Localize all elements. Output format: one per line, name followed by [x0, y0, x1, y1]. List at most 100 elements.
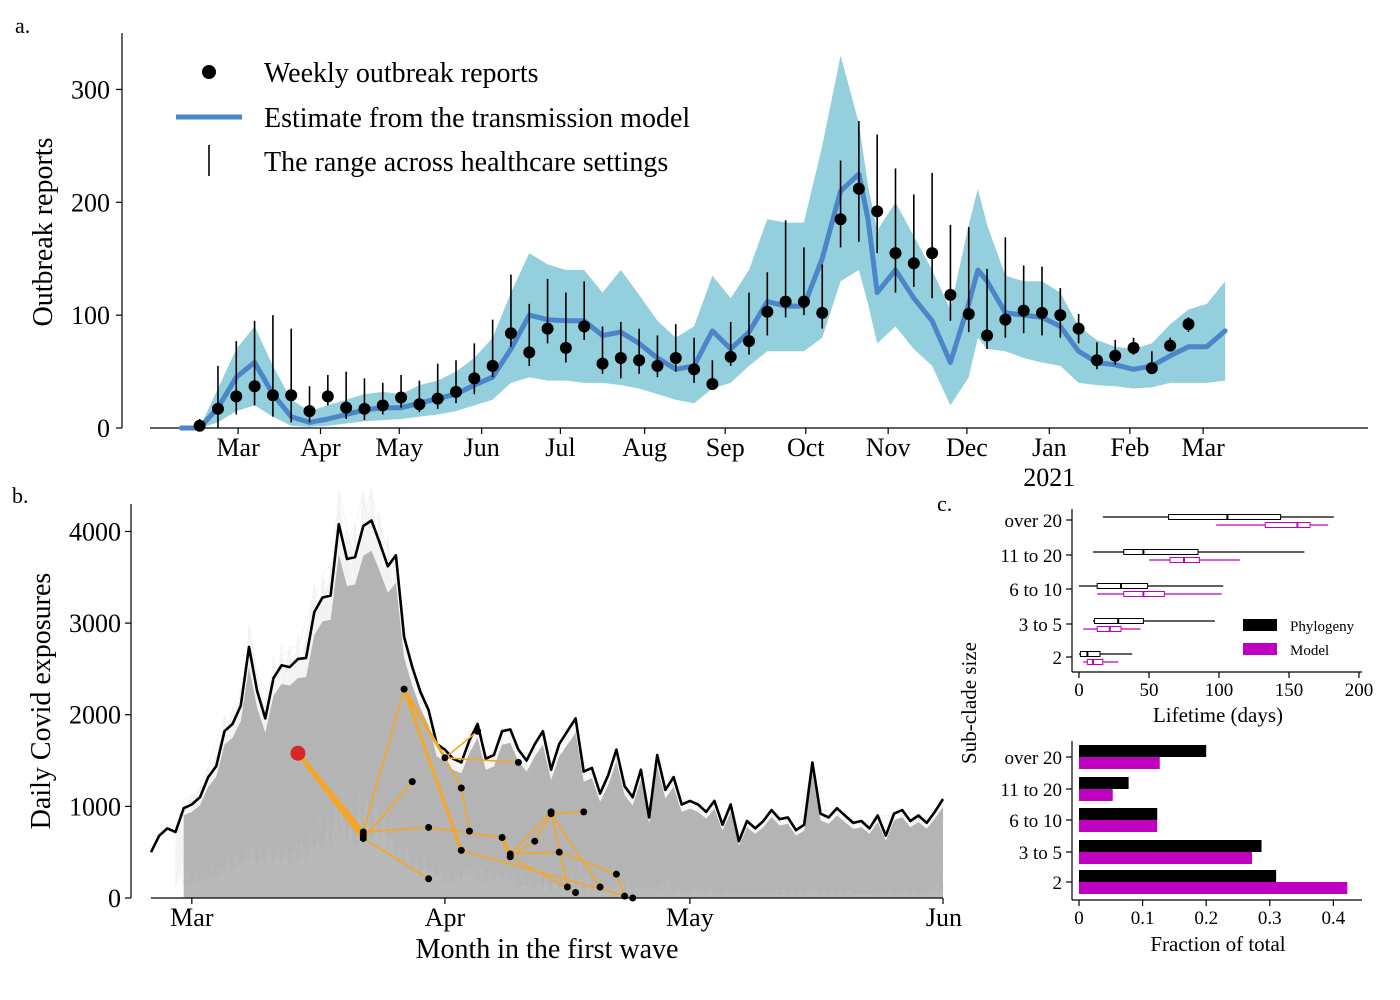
transmission-tree-edge — [402, 688, 463, 851]
transmission-tree-edge — [296, 751, 365, 837]
outbreak-point — [248, 380, 261, 393]
x-tick-label: Dec — [946, 433, 988, 462]
y-tick-label: 3000 — [69, 609, 121, 638]
x-tick-label: Jul — [545, 433, 575, 462]
x-axis-label: Lifetime (days) — [1153, 703, 1283, 727]
y-axis-label: Daily Covid exposures — [26, 573, 57, 830]
panel-c-fraction-bars: 2 3 to 5 6 to 10 11 to 20 over 20 0 0.1 0.2 0.3 0… — [1000, 741, 1362, 956]
transmission-tree-node — [465, 827, 473, 835]
outbreak-point — [358, 402, 371, 415]
x-tick-label: Mar — [216, 433, 260, 462]
y-tick-label: 0 — [108, 884, 121, 913]
transmission-tree-node — [580, 808, 588, 816]
outbreak-point — [889, 247, 902, 260]
legend-swatch-model — [1243, 643, 1277, 655]
outbreak-point — [614, 352, 627, 365]
transmission-tree-edge — [362, 837, 430, 880]
outbreak-point — [1109, 349, 1122, 362]
x-tick-label: 0 — [1074, 908, 1084, 929]
legend-swatch-phylogeny — [1243, 619, 1277, 631]
outbreak-point — [431, 392, 444, 405]
outbreak-point — [1035, 306, 1048, 319]
outbreak-point — [578, 320, 591, 333]
transmission-tree-node — [400, 685, 408, 693]
x-tick-label: 0.1 — [1131, 908, 1155, 929]
outbreak-point — [504, 327, 517, 340]
transmission-tree-edge — [428, 826, 503, 839]
outbreak-point — [669, 352, 682, 365]
x-tick-label: Sep — [706, 433, 745, 462]
transmission-tree-node — [498, 834, 506, 842]
x-tick-label: Apr — [300, 433, 341, 462]
y-tick-label: 6 to 10 — [1009, 580, 1062, 601]
outbreak-point — [743, 335, 755, 348]
outbreak-point — [926, 247, 939, 260]
outbreak-point — [907, 257, 920, 270]
x-tick-label: Oct — [787, 433, 825, 462]
outbreak-point — [395, 391, 408, 404]
y-tick-label: 100 — [71, 301, 110, 330]
y-tick-label: 200 — [71, 188, 110, 217]
outbreak-point — [852, 182, 865, 195]
panel-b-exposures-chart: 0 1000 2000 3000 4000 Mar Apr May Jun Month in th… — [26, 486, 962, 965]
bar — [1079, 882, 1348, 894]
transmission-tree-node — [441, 754, 449, 762]
box-iqr — [1086, 659, 1104, 665]
x-tick-label: 150 — [1275, 680, 1304, 701]
transmission-tree-edge — [363, 826, 429, 833]
transmission-tree-node — [359, 832, 367, 840]
bar — [1079, 789, 1113, 801]
x-tick-label: Mar — [1181, 433, 1225, 462]
x-tick-label: Feb — [1110, 433, 1149, 462]
outbreak-point — [761, 305, 774, 318]
y-tick-label: 11 to 20 — [1000, 780, 1062, 801]
transmission-tree-edge — [615, 873, 626, 897]
outbreak-point — [1072, 322, 1085, 335]
origin-node — [290, 745, 306, 761]
outbreak-point — [303, 405, 316, 418]
transmission-tree-edge — [550, 813, 601, 888]
y-tick-label: 3 to 5 — [1019, 843, 1062, 864]
outbreak-point — [1182, 318, 1195, 331]
x-tick-label: May — [666, 903, 714, 932]
box-iqr — [1096, 583, 1149, 589]
x-tick-label: Aug — [622, 433, 667, 462]
x-tick-label: Apr — [425, 903, 466, 932]
transmission-tree-node — [547, 810, 555, 818]
outbreak-point — [193, 419, 206, 432]
outbreak-point — [797, 295, 810, 308]
y-tick-label: over 20 — [1004, 748, 1062, 769]
y-tick-label: 2 — [1053, 873, 1063, 894]
legend-label: Estimate from the transmission model — [264, 103, 690, 134]
transmission-tree-edge — [510, 851, 560, 855]
outbreak-point — [559, 341, 572, 354]
outbreak-point — [633, 354, 646, 367]
legend-label: Phylogeny — [1290, 619, 1355, 635]
bar — [1079, 757, 1160, 769]
simulated-density — [183, 550, 943, 898]
x-tick-label: 50 — [1140, 680, 1159, 701]
outbreak-point — [1127, 341, 1140, 354]
x-tick-label: Mar — [170, 903, 214, 932]
y-tick-label: 3 to 5 — [1019, 615, 1062, 636]
y-tick-label: over 20 — [1004, 511, 1062, 532]
y-tick-label: 2000 — [69, 701, 121, 730]
box-iqr — [1168, 514, 1282, 520]
y-tick-label: 6 to 10 — [1009, 811, 1062, 832]
outbreak-point — [230, 390, 243, 403]
bar — [1079, 820, 1158, 832]
outbreak-point — [321, 390, 334, 403]
x-tick-label: 200 — [1345, 680, 1374, 701]
y-tick-label: 0 — [97, 414, 110, 443]
outbreak-point — [340, 401, 353, 414]
outbreak-point — [724, 350, 737, 363]
bar — [1079, 777, 1129, 789]
transmission-tree-edge — [534, 813, 552, 842]
panel-a-outbreak-chart: 0 100 200 300 Mar Apr May Jun Jul Aug Sep Oct Nov Dec… — [28, 33, 1368, 492]
outbreak-point — [944, 288, 957, 301]
y-tick-label: 300 — [71, 75, 110, 104]
transmission-tree-node — [596, 883, 604, 891]
transmission-tree-node — [425, 823, 433, 831]
outbreak-point — [1164, 339, 1177, 352]
x-tick-label: 100 — [1205, 680, 1234, 701]
